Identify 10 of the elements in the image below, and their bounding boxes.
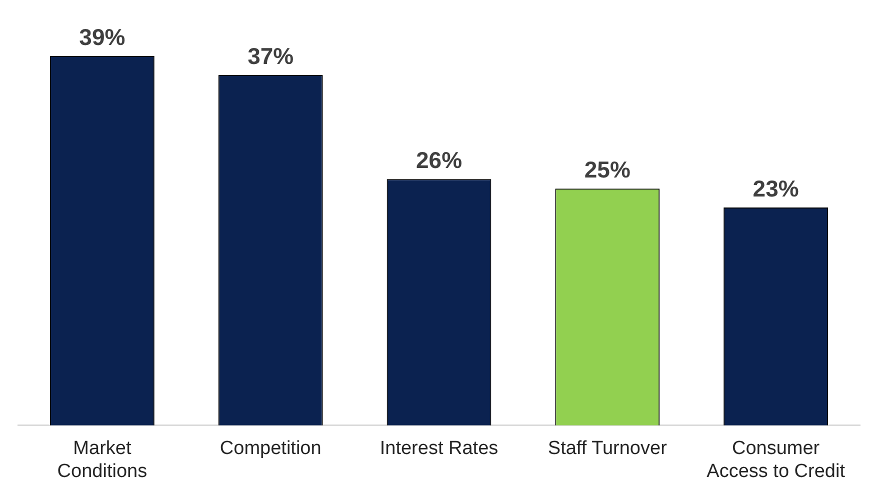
data-label: 23%: [752, 175, 799, 202]
data-label: 37%: [248, 42, 294, 69]
data-label: 26%: [416, 146, 462, 173]
x-tick-label: Staff Turnover: [548, 438, 668, 460]
x-tick-label: Interest Rates: [380, 438, 498, 460]
x-tick-label: Consumer Access to Credit: [706, 438, 846, 482]
data-label: 25%: [584, 156, 630, 182]
x-tick-label: Market Conditions: [57, 438, 148, 482]
data-label: 39%: [79, 24, 126, 50]
x-tick-label: Competition: [220, 438, 322, 460]
